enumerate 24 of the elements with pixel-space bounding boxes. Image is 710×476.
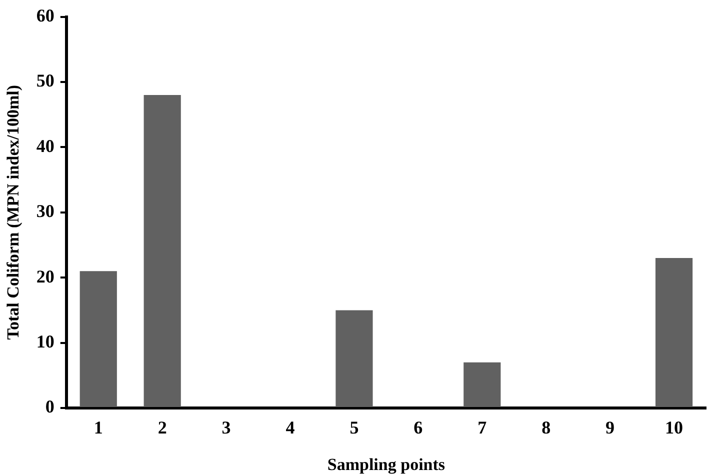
x-tick-label: 5 bbox=[350, 417, 359, 438]
x-tick-label: 10 bbox=[665, 417, 684, 438]
x-tick-label: 8 bbox=[542, 417, 551, 438]
y-tick-label: 30 bbox=[36, 201, 54, 222]
y-tick-label: 20 bbox=[36, 266, 54, 286]
y-axis-title: Total Coliform (MPN index/100ml) bbox=[4, 84, 23, 340]
bar bbox=[80, 271, 117, 407]
x-tick-label: 1 bbox=[94, 417, 103, 438]
y-tick-label: 40 bbox=[36, 136, 54, 156]
y-tick-label: 0 bbox=[45, 396, 54, 417]
x-tick-label: 9 bbox=[606, 417, 615, 438]
y-tick-label: 10 bbox=[36, 331, 54, 352]
bar bbox=[655, 258, 693, 407]
x-tick-label: 7 bbox=[478, 417, 487, 438]
x-tick-label: 4 bbox=[286, 417, 295, 438]
x-tick-label: 6 bbox=[414, 417, 423, 438]
x-tick-label: 2 bbox=[158, 417, 167, 438]
x-tick-label: 3 bbox=[222, 417, 231, 438]
y-tick-label: 50 bbox=[36, 70, 54, 91]
y-tick-label: 60 bbox=[36, 5, 54, 26]
bar bbox=[464, 362, 501, 407]
bar bbox=[144, 95, 181, 407]
x-axis-title: Sampling points bbox=[327, 455, 446, 474]
bar bbox=[336, 310, 373, 407]
